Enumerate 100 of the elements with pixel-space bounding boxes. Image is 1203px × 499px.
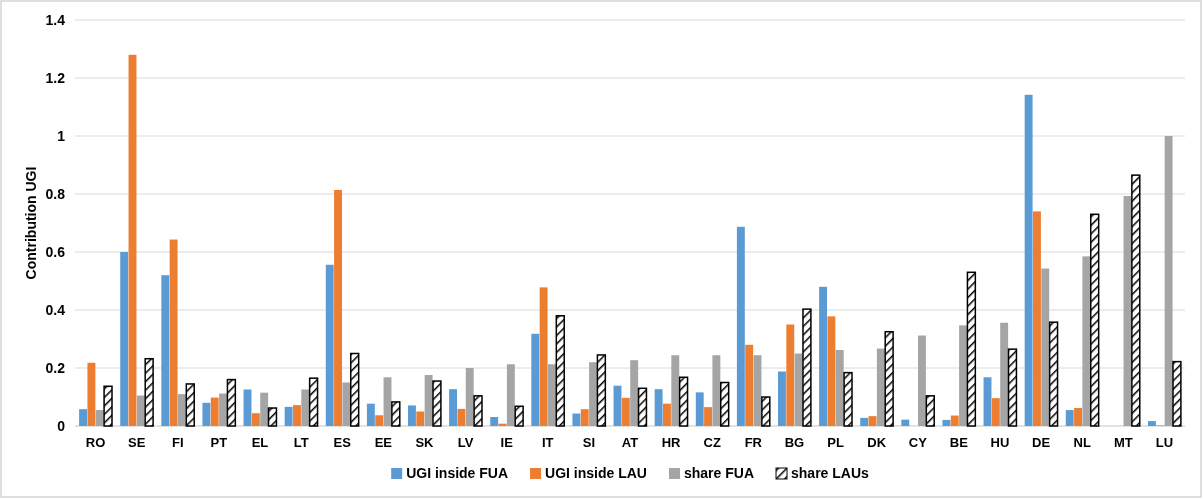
bar xyxy=(416,411,425,426)
bar xyxy=(637,387,648,427)
x-tick-label: LU xyxy=(1155,435,1174,451)
bar xyxy=(761,396,771,427)
bar xyxy=(1131,174,1141,427)
x-tick-label: PL xyxy=(827,435,844,451)
bar xyxy=(835,350,844,426)
bar xyxy=(662,403,671,426)
legend-label: share LAUs xyxy=(791,465,870,481)
bar xyxy=(243,389,252,426)
bar xyxy=(161,275,170,426)
bar xyxy=(144,357,154,427)
x-tick-label: LT xyxy=(293,435,309,451)
bar xyxy=(819,286,828,426)
bar xyxy=(1090,213,1100,427)
bar xyxy=(539,287,548,426)
bar xyxy=(342,382,351,426)
bar xyxy=(1148,421,1156,426)
x-tick-label: IE xyxy=(500,435,514,451)
y-axis-title: Contribution UGI xyxy=(23,166,39,280)
bar xyxy=(1048,321,1059,427)
bar xyxy=(260,392,269,426)
bar xyxy=(531,333,540,426)
bar xyxy=(925,395,935,427)
bar xyxy=(959,325,968,426)
bar xyxy=(704,407,713,426)
bar xyxy=(449,389,458,426)
bar xyxy=(654,389,663,426)
bar xyxy=(284,406,293,426)
legend-label: share FUA xyxy=(683,465,755,481)
bar xyxy=(177,394,186,426)
bar xyxy=(778,371,786,426)
bar xyxy=(1007,348,1018,427)
bar xyxy=(621,397,630,426)
bar xyxy=(942,419,951,426)
bar xyxy=(185,383,195,427)
bar xyxy=(325,264,334,426)
x-tick-label: BG xyxy=(784,435,805,451)
bar xyxy=(884,331,894,427)
bar xyxy=(712,355,721,426)
x-tick-label: ES xyxy=(333,435,352,451)
x-tick-label: HU xyxy=(990,435,1010,451)
x-tick-label: MT xyxy=(1113,435,1133,451)
bar xyxy=(202,402,211,426)
bar xyxy=(375,415,384,426)
bar xyxy=(292,405,301,426)
x-tick-label: DK xyxy=(867,435,887,451)
bar xyxy=(736,226,745,426)
bar xyxy=(745,344,754,426)
legend-label: UGI inside LAU xyxy=(545,465,647,481)
bar xyxy=(432,380,442,427)
x-tick-label: FI xyxy=(172,435,184,451)
x-tick-label: EL xyxy=(251,435,269,451)
bar xyxy=(514,405,524,427)
bar xyxy=(251,413,260,426)
x-tick-label: SI xyxy=(582,435,596,451)
bar xyxy=(678,376,689,427)
y-tick-label: 1.4 xyxy=(45,11,66,28)
bar xyxy=(950,415,959,426)
bar xyxy=(408,405,416,426)
y-tick-label: 0 xyxy=(57,417,66,434)
y-tick-label: 0.4 xyxy=(45,301,66,318)
bar xyxy=(630,360,639,426)
bar xyxy=(917,335,926,426)
bar xyxy=(1065,410,1074,426)
x-tick-label: RO xyxy=(85,435,106,451)
bar xyxy=(901,419,910,426)
bar xyxy=(457,408,466,426)
bar xyxy=(589,362,598,426)
legend-label: UGI inside FUA xyxy=(406,465,509,481)
bar xyxy=(695,392,704,426)
x-tick-label: SK xyxy=(415,435,435,451)
x-tick-label: BE xyxy=(949,435,969,451)
bar xyxy=(169,239,178,426)
bar xyxy=(547,364,556,426)
bar xyxy=(87,362,96,426)
bar xyxy=(1032,211,1041,426)
x-tick-label: LV xyxy=(457,435,474,451)
y-tick-label: 1.2 xyxy=(45,69,66,86)
bar xyxy=(465,368,474,426)
bar xyxy=(786,324,795,426)
bar xyxy=(506,364,515,426)
bar xyxy=(1172,360,1182,427)
bar xyxy=(1041,268,1050,426)
x-tick-label: EE xyxy=(374,435,393,451)
bar xyxy=(267,407,278,427)
bar xyxy=(572,413,581,426)
x-tick-label: PT xyxy=(210,435,228,451)
bar xyxy=(991,398,1000,426)
bar xyxy=(79,409,88,426)
x-tick-label: SE xyxy=(127,435,146,451)
x-tick-label: CZ xyxy=(703,435,721,451)
bar xyxy=(596,354,607,427)
bar xyxy=(1074,408,1083,426)
bar xyxy=(720,381,730,427)
x-tick-label: CY xyxy=(908,435,928,451)
bar xyxy=(827,316,836,426)
bar xyxy=(473,395,483,427)
x-tick-label: NL xyxy=(1073,435,1091,451)
bar xyxy=(366,403,375,426)
